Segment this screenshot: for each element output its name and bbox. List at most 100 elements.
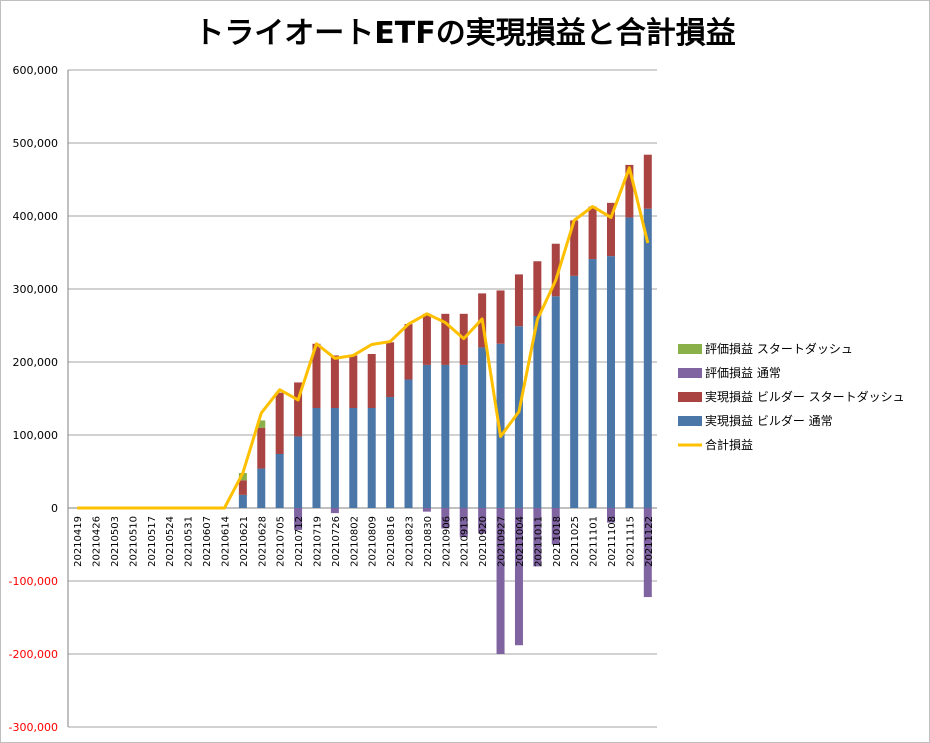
x-tick-label: 20210927 [497,516,508,567]
x-tick-label: 20210913 [460,516,471,567]
chart-title: トライオートETFの実現損益と合計損益 [194,16,736,51]
bar [533,316,542,508]
bar [238,494,247,508]
bar [312,343,321,408]
legend-swatch [678,392,702,402]
y-tick-label: 600,000 [13,64,59,77]
bar [349,355,358,408]
x-tick-label: 20210816 [386,516,397,567]
bar [404,379,413,508]
legend-label: 実現損益 ビルダー 通常 [705,413,833,428]
bar [588,259,597,508]
bar [441,508,450,529]
y-tick-label: 0 [51,502,58,515]
y-tick-label: 300,000 [13,283,59,296]
x-tick-label: 20211025 [570,516,581,567]
x-tick-label: 20211101 [589,516,600,567]
bar [367,353,376,408]
line-layer [77,166,650,510]
x-tick-label: 20210531 [184,516,195,567]
x-tick-label: 20210524 [165,516,176,567]
x-tick-label: 20211115 [625,516,636,567]
bar [294,508,303,530]
bar [257,468,266,508]
y-tick-label: 200,000 [13,356,59,369]
bar [386,342,395,398]
x-tick-label: 20210823 [405,516,416,567]
bar [643,508,652,598]
x-tick-label: 20211011 [533,516,544,567]
legend-label: 評価損益 スタートダッシュ [705,341,853,356]
grid-layer [68,69,657,728]
bar [496,508,505,654]
bar [441,313,450,365]
bar [551,243,560,297]
bar [643,154,652,209]
x-tick-label: 20210503 [110,516,121,567]
x-tick-label: 20210426 [92,516,103,567]
bar [459,364,468,508]
bar [238,480,247,495]
legend-swatch [678,368,702,378]
x-tick-label: 20210705 [276,516,287,567]
x-tick-label: 20211122 [644,516,655,567]
bar [478,508,487,534]
bar [257,427,266,469]
bar [404,324,413,380]
y-tick-label: -200,000 [9,648,58,661]
x-tick-label: 20210614 [220,516,231,567]
bar [496,343,505,508]
x-tick-label: 20210419 [73,516,84,567]
bar [625,164,634,218]
bar [643,208,652,508]
bar [606,202,615,257]
x-tick-label: 20210906 [441,516,452,567]
bar [275,453,284,508]
bar [514,274,523,327]
series-line [77,166,650,510]
bar [257,420,266,428]
bar [514,326,523,508]
bar [294,382,303,437]
bar [588,206,597,260]
axis-layer: 600,000 500,000 400,000 300,000 200,000 100,0… [9,64,655,734]
bar [496,290,505,344]
legend-label: 評価損益 通常 [705,365,781,380]
y-tick-label: 400,000 [13,210,59,223]
bar [349,407,358,508]
bar [551,508,560,545]
bar [533,261,542,317]
x-tick-label: 20210628 [257,516,268,567]
x-tick-label: 20210517 [147,516,158,567]
x-tick-label: 20210920 [478,516,489,567]
x-tick-label: 20210621 [239,516,250,567]
x-tick-label: 20210607 [202,516,213,567]
bar [422,313,431,365]
bar [459,508,468,538]
legend-swatch [678,416,702,426]
bar [514,508,523,646]
bar [312,407,321,508]
bar [275,392,284,454]
legend-label: 合計損益 [705,437,753,452]
x-tick-label: 20210712 [294,516,305,567]
bar [386,397,395,508]
bar [367,407,376,508]
x-tick-label: 20211108 [607,516,618,567]
x-tick-label: 20210510 [128,516,139,567]
bar [330,407,339,508]
bar [606,508,615,523]
x-tick-label: 20211018 [552,516,563,567]
x-tick-label: 20211004 [515,516,526,567]
x-tick-label: 20210802 [349,516,360,567]
x-tick-label: 20210726 [331,516,342,567]
y-tick-label: -100,000 [9,575,58,588]
bar [330,355,339,408]
legend-swatch [678,344,702,354]
bar [441,364,450,508]
legend-label: 実現損益 ビルダー スタートダッシュ [705,389,905,404]
bar [478,347,487,508]
